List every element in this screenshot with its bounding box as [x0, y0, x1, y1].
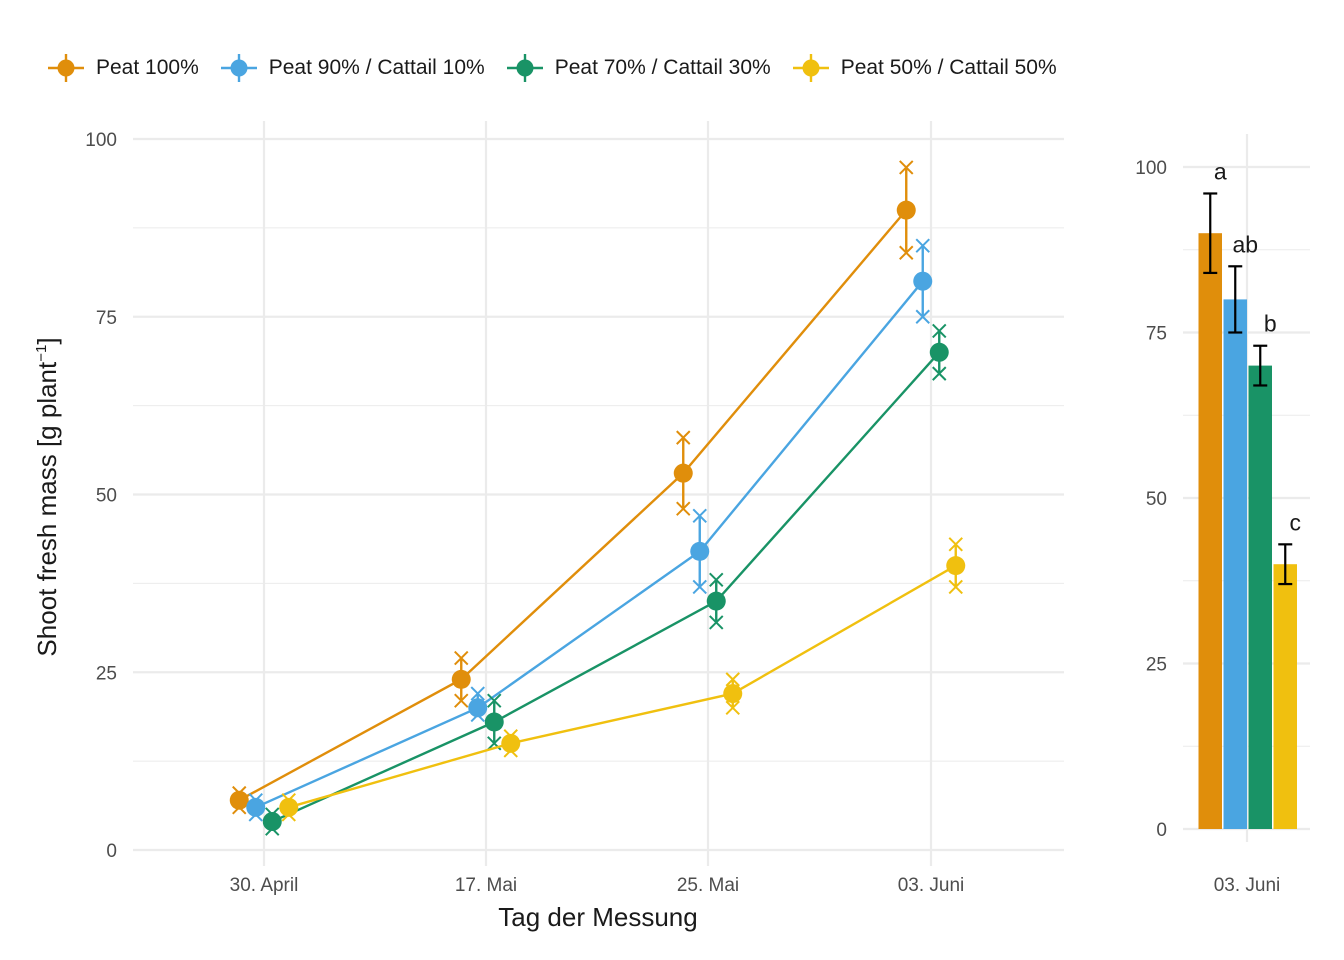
- y-axis-title-close: ]: [32, 337, 62, 344]
- data-point: [229, 790, 249, 810]
- legend-key-point: [230, 59, 248, 77]
- bar-group: ab: [1223, 231, 1258, 829]
- replicate-marker: [899, 160, 914, 175]
- legend-item: Peat 100%: [44, 50, 199, 86]
- series-group: [262, 323, 949, 836]
- significance-label: ab: [1232, 231, 1258, 257]
- replicate-marker: [915, 309, 930, 324]
- data-point: [262, 812, 282, 832]
- legend-key: [506, 54, 543, 82]
- data-point: [723, 684, 743, 704]
- legend-label: Peat 70% / Cattail 30%: [554, 56, 771, 79]
- replicate-marker: [948, 537, 963, 552]
- replicate-marker: [725, 672, 740, 687]
- bar: [1248, 365, 1272, 829]
- data-point: [896, 200, 916, 220]
- replicate-marker: [709, 615, 724, 630]
- y-tick-label: 75: [1146, 324, 1167, 345]
- data-point: [468, 698, 488, 718]
- data-point: [690, 541, 710, 561]
- legend-item: Peat 70% / Cattail 30%: [503, 50, 771, 86]
- legend-key-point: [802, 59, 820, 77]
- legend-key: [792, 54, 829, 82]
- y-tick-label: 50: [1146, 489, 1167, 510]
- y-tick-label: 25: [1146, 655, 1167, 676]
- x-tick-label: 25. Mai: [677, 875, 739, 896]
- significance-label: a: [1214, 158, 1227, 184]
- bar: [1223, 299, 1247, 829]
- series-group: [246, 238, 933, 822]
- data-point: [673, 463, 693, 483]
- legend-key-point: [57, 59, 75, 77]
- y-axis-title-main: Shoot fresh mass [g plant: [32, 361, 62, 657]
- legend-item: Peat 90% / Cattail 10%: [217, 50, 485, 86]
- y-tick-label: 0: [1156, 820, 1167, 841]
- data-point: [706, 591, 726, 611]
- y-tick-label: 0: [106, 841, 117, 862]
- y-tick-label: 100: [1135, 158, 1167, 179]
- x-tick-label: 03. Juni: [1214, 875, 1281, 896]
- main-gridlines: [133, 121, 1064, 866]
- data-point: [946, 556, 966, 576]
- series-line: [238, 209, 908, 802]
- data-point: [929, 342, 949, 362]
- replicate-marker: [932, 323, 947, 339]
- legend-label: Peat 90% / Cattail 10%: [268, 56, 485, 79]
- replicate-marker: [470, 686, 485, 701]
- legend-label: Peat 50% / Cattail 50%: [840, 56, 1057, 79]
- legend-label: Peat 100%: [96, 56, 199, 79]
- replicate-marker: [725, 700, 740, 716]
- series-group: [229, 160, 916, 815]
- replicate-marker: [932, 366, 947, 381]
- data-point: [451, 669, 471, 689]
- data-point: [501, 733, 521, 753]
- series-line: [288, 564, 957, 809]
- significance-label: c: [1290, 509, 1302, 535]
- series-line: [255, 280, 924, 809]
- replicate-marker: [454, 650, 469, 666]
- bar-group: b: [1248, 311, 1277, 829]
- data-point: [279, 797, 299, 817]
- legend-key: [48, 54, 84, 82]
- replicate-marker: [709, 572, 724, 588]
- legend-key: [220, 54, 257, 82]
- y-axis-title-superscript: −1: [33, 345, 50, 362]
- significance-label: b: [1264, 311, 1277, 337]
- bar-group: a: [1198, 158, 1227, 829]
- legend-item: Peat 50% / Cattail 50%: [789, 50, 1057, 86]
- legend-key-point: [516, 59, 534, 77]
- replicate-marker: [676, 430, 691, 445]
- replicate-marker: [676, 501, 691, 516]
- data-point: [913, 271, 933, 291]
- y-tick-label: 25: [96, 663, 117, 684]
- series-line: [271, 351, 941, 823]
- legend: Peat 100% Peat 90% / Cattail 10% Peat 70% …: [44, 50, 1075, 86]
- replicate-marker: [899, 245, 914, 260]
- replicate-marker: [948, 579, 963, 595]
- y-tick-label: 100: [85, 130, 117, 151]
- replicate-marker: [692, 508, 707, 524]
- y-tick-label: 75: [96, 308, 117, 329]
- data-point: [484, 712, 504, 732]
- replicate-marker: [487, 693, 502, 708]
- bar: [1198, 233, 1222, 829]
- series-group: [279, 537, 966, 822]
- data-point: [246, 797, 266, 817]
- bar-group: c: [1273, 509, 1302, 829]
- x-tick-label: 17. Mai: [455, 875, 517, 896]
- replicate-marker: [454, 693, 469, 708]
- x-axis-title: Tag der Messung: [498, 902, 697, 932]
- bar: [1273, 564, 1297, 829]
- x-tick-label: 30. April: [230, 875, 299, 896]
- x-tick-label: 03. Juni: [898, 875, 965, 896]
- replicate-marker: [692, 579, 707, 595]
- replicate-marker: [915, 238, 930, 253]
- y-axis-title: Shoot fresh mass [g plant−1]: [32, 337, 62, 656]
- y-tick-label: 50: [96, 486, 117, 507]
